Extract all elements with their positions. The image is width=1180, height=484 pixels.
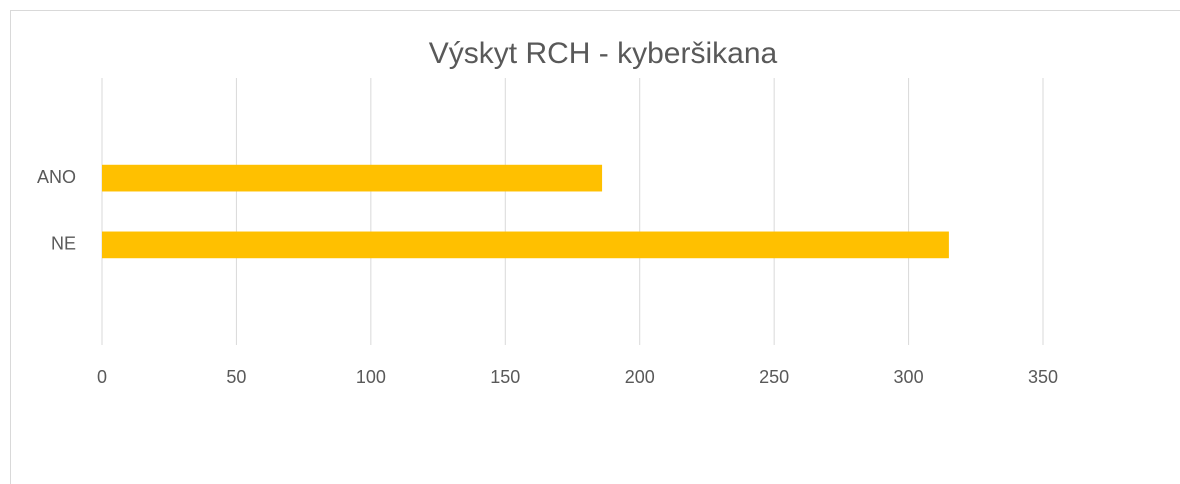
- x-tick-label: 350: [1028, 367, 1058, 387]
- x-tick-label: 300: [894, 367, 924, 387]
- x-tick-label: 50: [226, 367, 246, 387]
- chart-frame: [10, 10, 1180, 484]
- x-tick-label: 0: [97, 367, 107, 387]
- bar: [102, 231, 949, 259]
- bar: [102, 164, 603, 192]
- x-tick-label: 100: [356, 367, 386, 387]
- x-tick-label: 200: [625, 367, 655, 387]
- x-tick-label: 150: [490, 367, 520, 387]
- y-tick-label: NE: [51, 234, 76, 254]
- x-tick-label: 250: [759, 367, 789, 387]
- chart-title: Výskyt RCH - kyberšikana: [429, 37, 778, 70]
- y-tick-label: ANO: [37, 167, 76, 187]
